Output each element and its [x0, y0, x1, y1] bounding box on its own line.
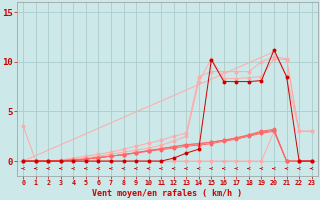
X-axis label: Vent moyen/en rafales ( km/h ): Vent moyen/en rafales ( km/h ): [92, 189, 243, 198]
